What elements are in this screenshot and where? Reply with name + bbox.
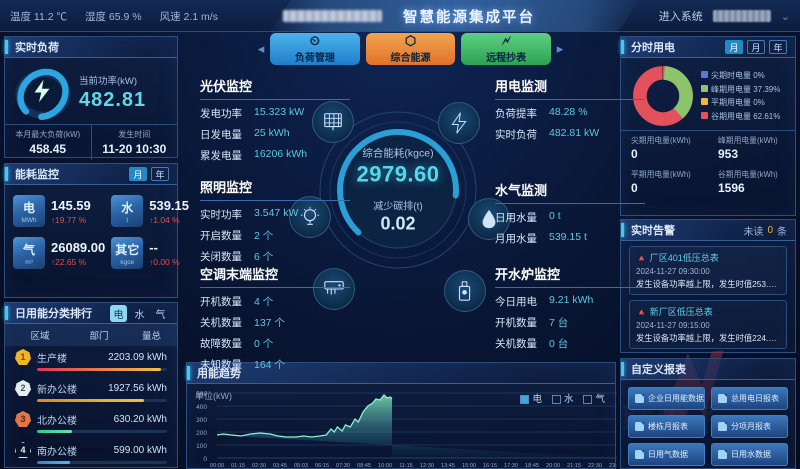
- svg-text:17:30: 17:30: [504, 463, 518, 469]
- svg-text:300: 300: [196, 417, 207, 424]
- svg-text:23:45: 23:45: [609, 463, 617, 469]
- svg-text:400: 400: [196, 404, 207, 411]
- svg-text:06:15: 06:15: [315, 463, 329, 469]
- svg-text:11:15: 11:15: [399, 463, 413, 469]
- svg-text:07:30: 07:30: [336, 463, 350, 469]
- svg-text:03:45: 03:45: [273, 463, 287, 469]
- svg-text:18:45: 18:45: [525, 463, 539, 469]
- svg-text:20:00: 20:00: [546, 463, 560, 469]
- svg-text:10:00: 10:00: [378, 463, 392, 469]
- svg-text:12:30: 12:30: [420, 463, 434, 469]
- svg-text:16:15: 16:15: [483, 463, 497, 469]
- svg-text:08:45: 08:45: [357, 463, 371, 469]
- svg-text:100: 100: [196, 443, 207, 450]
- svg-text:15:00: 15:00: [462, 463, 476, 469]
- svg-text:21:15: 21:15: [567, 463, 581, 469]
- svg-text:0: 0: [203, 456, 207, 463]
- svg-text:13:45: 13:45: [441, 463, 455, 469]
- svg-text:500: 500: [196, 391, 207, 398]
- svg-text:200: 200: [196, 430, 207, 437]
- svg-text:22:30: 22:30: [588, 463, 602, 469]
- svg-text:05:03: 05:03: [294, 463, 308, 469]
- svg-text:00:00: 00:00: [210, 463, 224, 469]
- svg-text:01:15: 01:15: [231, 463, 245, 469]
- svg-text:02:30: 02:30: [252, 463, 266, 469]
